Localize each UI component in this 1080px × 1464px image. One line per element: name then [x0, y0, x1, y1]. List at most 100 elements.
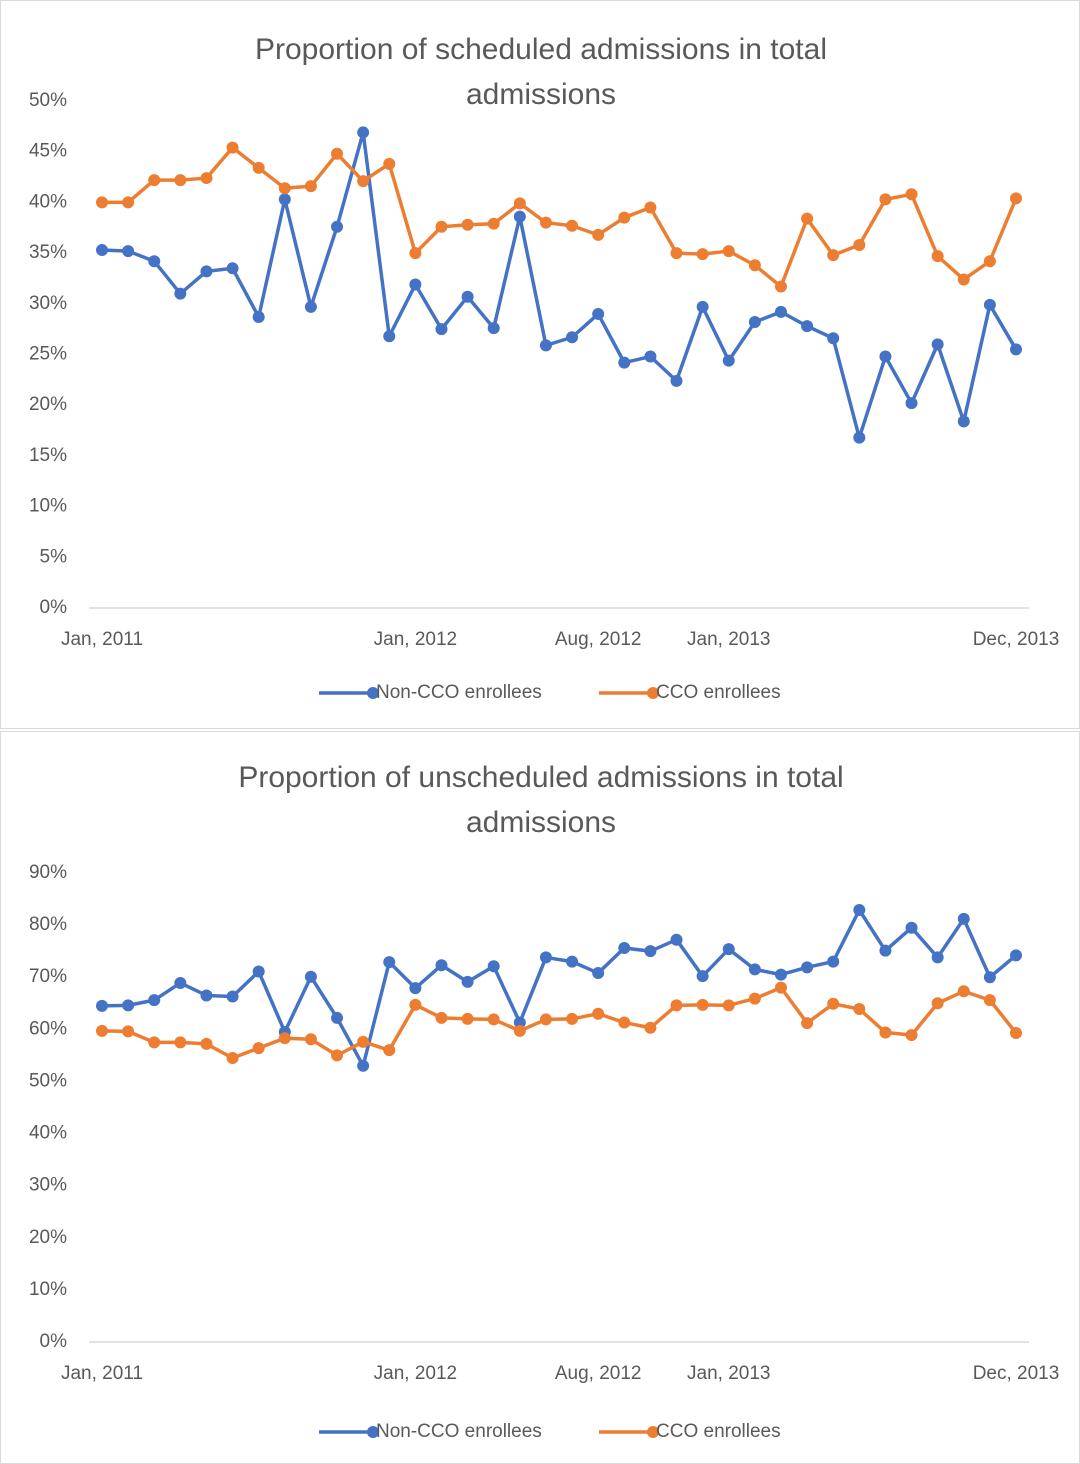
point [618, 1016, 631, 1029]
point [539, 951, 552, 964]
point [592, 228, 605, 241]
point [748, 316, 761, 329]
y-tick-label: 15% [29, 445, 67, 466]
point [618, 211, 631, 224]
point [722, 999, 735, 1012]
legend-label: Non-CCO enrollees [376, 1421, 542, 1442]
y-tick-label: 35% [29, 242, 67, 263]
point [618, 942, 631, 955]
point [748, 259, 761, 272]
point [905, 921, 918, 934]
point [592, 967, 605, 980]
point [513, 1024, 526, 1037]
point [931, 997, 944, 1010]
point [461, 1012, 474, 1025]
point [1010, 192, 1022, 205]
point [853, 431, 866, 444]
y-tick-label: 40% [29, 1123, 67, 1144]
point [957, 912, 970, 925]
x-tick-label: Jan, 2013 [687, 1363, 770, 1384]
x-tick-label: Jan, 2012 [374, 629, 457, 650]
legend-marker [647, 687, 659, 699]
point [644, 201, 657, 214]
point [853, 903, 866, 916]
point [409, 998, 422, 1011]
point [383, 330, 396, 343]
chart: 0% 10% 20% 30% 40% 50% 60% 70% 80% 90% Jan, 2011 Ja… [29, 862, 1060, 1442]
point [331, 220, 344, 233]
y-tick-label: 70% [29, 966, 67, 987]
point [331, 147, 344, 160]
point [722, 943, 735, 956]
point [801, 212, 814, 225]
point [827, 332, 840, 345]
point [487, 960, 500, 973]
point [539, 216, 552, 229]
point [487, 322, 500, 335]
point [435, 959, 448, 972]
point [722, 354, 735, 367]
y-tick-label: 90% [29, 862, 67, 883]
point [252, 965, 265, 978]
point [278, 1032, 291, 1045]
point [304, 180, 317, 193]
point [96, 999, 108, 1012]
point [905, 397, 918, 410]
point [174, 1036, 187, 1049]
point [957, 985, 970, 998]
chart-title: Proportion of scheduled admissions in to… [255, 33, 827, 111]
point [148, 255, 161, 268]
point [853, 1003, 866, 1016]
point [801, 1017, 814, 1030]
point [905, 1029, 918, 1042]
y-tick-label: 0% [40, 1331, 68, 1352]
point [983, 971, 996, 984]
y-tick-label: 0% [40, 597, 68, 618]
point [696, 248, 709, 261]
point [357, 126, 370, 139]
point [696, 300, 709, 313]
point [461, 290, 474, 303]
point [513, 197, 526, 210]
legend-marker [647, 1426, 659, 1438]
point [122, 245, 135, 258]
chart: 0% 5% 10% 15% 20% 25% 30% 35% 40% 45% 50% Jan, 2011… [29, 90, 1059, 703]
point [827, 249, 840, 262]
point [252, 310, 265, 323]
point [252, 1042, 265, 1055]
y-tick-label: 80% [29, 914, 67, 935]
point [566, 331, 579, 344]
point [278, 193, 291, 206]
point [983, 255, 996, 268]
point [670, 933, 683, 946]
x-tick-label: Dec, 2013 [973, 1363, 1060, 1384]
point [252, 161, 265, 174]
x-tick-label: Aug, 2012 [555, 629, 642, 650]
point [357, 1059, 370, 1072]
point [670, 374, 683, 387]
y-tick-label: 5% [40, 546, 68, 567]
point [879, 193, 892, 206]
point [774, 280, 787, 293]
point [487, 1013, 500, 1026]
point [226, 1051, 239, 1064]
point [879, 944, 892, 957]
point [331, 1011, 344, 1024]
x-tick-label: Aug, 2012 [555, 1363, 642, 1384]
x-tick-label: Jan, 2011 [61, 1363, 143, 1384]
point [96, 196, 108, 209]
point [983, 298, 996, 311]
legend-label: CCO enrollees [656, 1421, 781, 1442]
legend-label: CCO enrollees [656, 682, 781, 703]
point [670, 247, 683, 260]
chart-panel: Proportion of unscheduled admissions in … [0, 731, 1080, 1464]
point [383, 157, 396, 170]
point [435, 323, 448, 336]
y-tick-label: 20% [29, 394, 67, 415]
point [383, 1044, 396, 1057]
point [200, 172, 213, 185]
series-line [102, 145, 1018, 289]
point [618, 356, 631, 369]
legend-marker [367, 1426, 379, 1438]
point [722, 245, 735, 258]
